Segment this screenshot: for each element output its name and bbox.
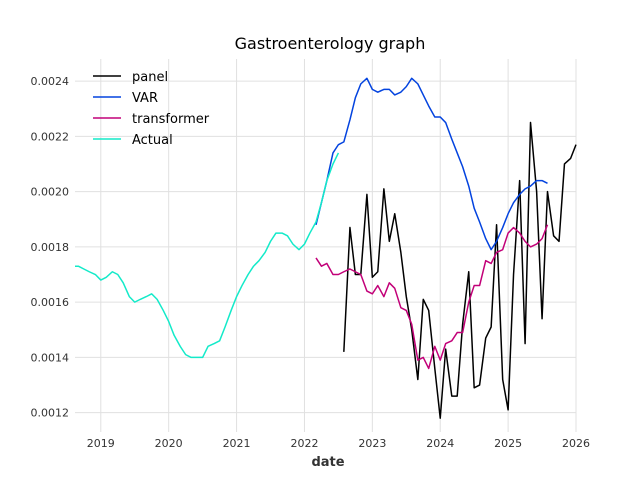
y-tick-label: 0.0012 [31,407,70,420]
x-tick-label: 2023 [358,437,386,450]
x-tick-label: 2020 [155,437,183,450]
y-tick-label: 0.0020 [31,186,70,199]
y-tick-label: 0.0022 [31,130,70,143]
series-line-transformer [315,224,549,370]
x-tick-label: 2022 [290,437,318,450]
grid [75,59,577,432]
x-tick-label: 2024 [426,437,454,450]
plot-lines [75,77,577,419]
legend: panel VAR transformer Actual [93,70,210,148]
y-axis: 0.0012 0.0014 0.0016 0.0018 0.0020 0.0022 0.00… [31,75,70,420]
series-line-var [315,77,548,251]
x-tick-label: 2026 [562,437,590,450]
x-tick-label: 2019 [87,437,115,450]
y-tick-label: 0.0014 [31,351,70,364]
x-axis-label: date [311,455,344,470]
x-tick-label: 2021 [223,437,251,450]
y-tick-label: 0.0018 [31,241,70,254]
series-line-panel [343,121,577,419]
y-tick-label: 0.0024 [31,75,70,88]
legend-label-var: VAR [132,91,158,106]
legend-label-panel: panel [132,70,168,85]
x-tick-label: 2025 [494,437,522,450]
x-axis: 2019 2020 2021 2022 2023 2024 2025 2026 [87,437,590,450]
legend-label-actual: Actual [132,133,173,148]
series-line-actual [75,152,340,359]
y-tick-label: 0.0016 [31,296,70,309]
chart-title: Gastroenterology graph [235,34,426,53]
legend-label-transformer: transformer [132,112,210,127]
